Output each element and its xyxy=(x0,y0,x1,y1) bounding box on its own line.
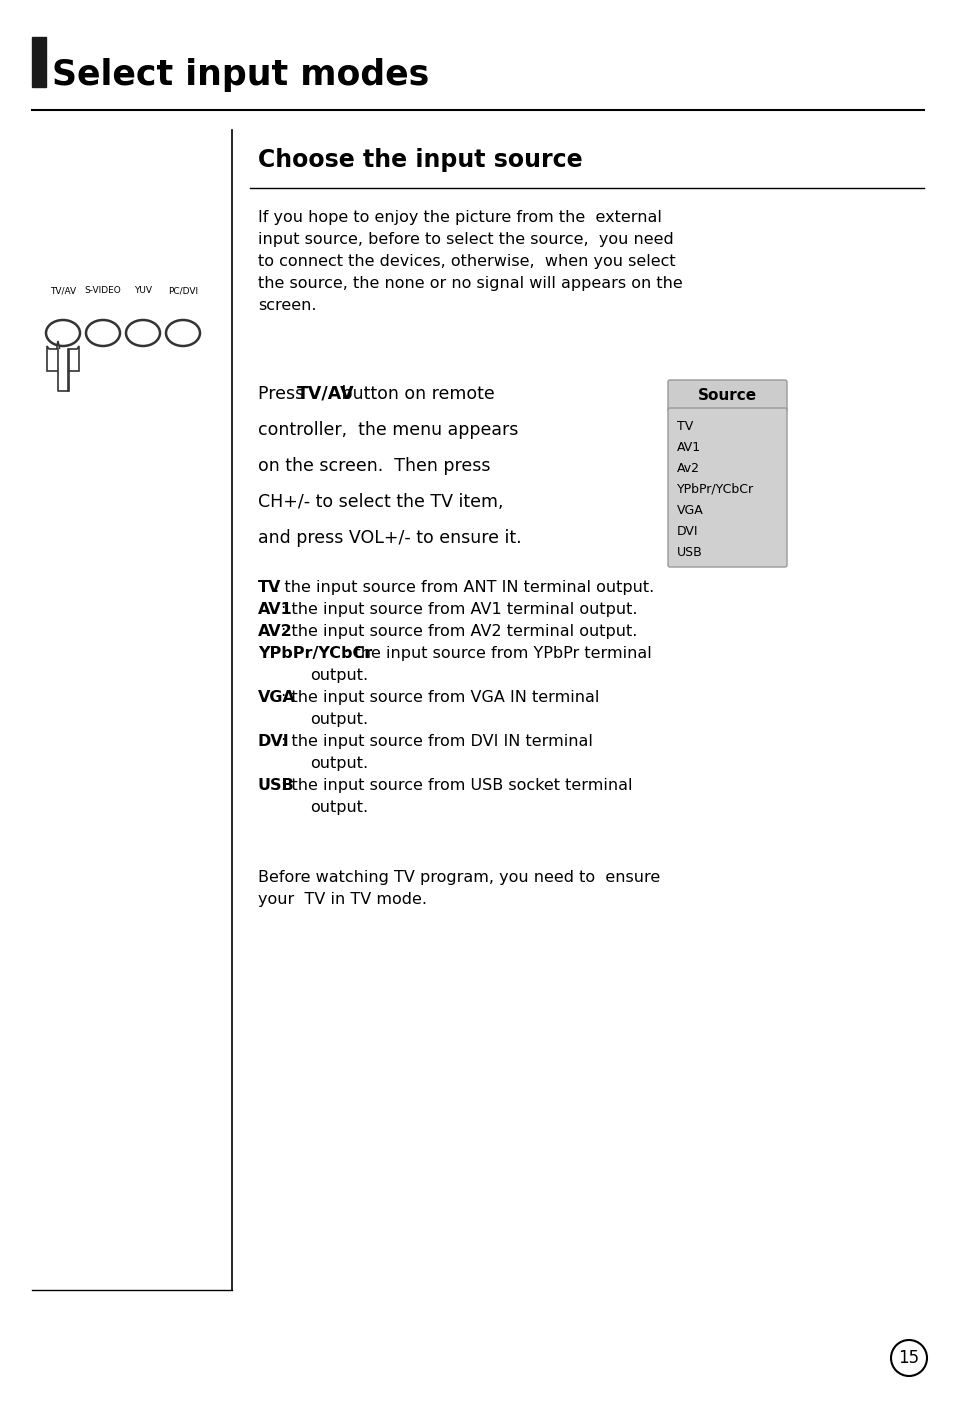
Text: CH+/- to select the TV item,: CH+/- to select the TV item, xyxy=(257,493,503,511)
Text: 15: 15 xyxy=(898,1349,919,1367)
Text: button on remote: button on remote xyxy=(335,385,495,403)
Text: screen.: screen. xyxy=(257,298,316,312)
Text: VGA: VGA xyxy=(257,691,295,705)
Text: USB: USB xyxy=(257,778,294,793)
Text: and press VOL+/- to ensure it.: and press VOL+/- to ensure it. xyxy=(257,530,521,546)
Text: YPbPr/YCbCr: YPbPr/YCbCr xyxy=(257,646,372,661)
Polygon shape xyxy=(58,349,68,391)
Circle shape xyxy=(890,1339,926,1376)
Text: to connect the devices, otherwise,  when you select: to connect the devices, otherwise, when … xyxy=(257,254,675,269)
Text: Choose the input source: Choose the input source xyxy=(257,149,582,172)
Text: : the input source from ANT IN terminal output.: : the input source from ANT IN terminal … xyxy=(274,580,653,595)
Text: YPbPr/YCbCr: YPbPr/YCbCr xyxy=(677,483,753,496)
Text: : the input source from USB socket terminal: : the input source from USB socket termi… xyxy=(281,778,632,793)
Text: : the input source from AV2 terminal output.: : the input source from AV2 terminal out… xyxy=(281,623,638,639)
Text: on the screen.  Then press: on the screen. Then press xyxy=(257,457,490,475)
Text: YUV: YUV xyxy=(133,286,152,296)
Text: Av2: Av2 xyxy=(677,462,700,475)
Text: : the input source from DVI IN terminal: : the input source from DVI IN terminal xyxy=(281,734,593,750)
Text: TV/AV: TV/AV xyxy=(296,385,355,403)
Text: Before watching TV program, you need to  ensure: Before watching TV program, you need to … xyxy=(257,870,659,885)
Text: Press: Press xyxy=(257,385,310,403)
Text: TV: TV xyxy=(257,580,281,595)
Text: AV1: AV1 xyxy=(257,602,293,616)
Text: TV/AV: TV/AV xyxy=(50,286,76,296)
Text: output.: output. xyxy=(310,757,368,771)
Text: output.: output. xyxy=(310,800,368,815)
Text: TV: TV xyxy=(677,420,693,433)
Text: : the input source from YPbPr terminal: : the input source from YPbPr terminal xyxy=(343,646,651,661)
Polygon shape xyxy=(47,340,79,391)
Text: S-VIDEO: S-VIDEO xyxy=(85,286,121,296)
FancyBboxPatch shape xyxy=(667,380,786,412)
Text: : the input source from AV1 terminal output.: : the input source from AV1 terminal out… xyxy=(281,602,638,616)
Text: the source, the none or no signal will appears on the: the source, the none or no signal will a… xyxy=(257,276,682,291)
Text: DVI: DVI xyxy=(677,525,698,538)
Text: Select input modes: Select input modes xyxy=(52,57,429,92)
Text: AV1: AV1 xyxy=(677,441,700,454)
Text: : the input source from VGA IN terminal: : the input source from VGA IN terminal xyxy=(281,691,599,705)
Text: AV2: AV2 xyxy=(257,623,293,639)
Text: USB: USB xyxy=(677,546,702,559)
Text: output.: output. xyxy=(310,712,368,727)
Text: controller,  the menu appears: controller, the menu appears xyxy=(257,420,517,439)
Text: input source, before to select the source,  you need: input source, before to select the sourc… xyxy=(257,233,673,247)
Text: output.: output. xyxy=(310,668,368,684)
FancyBboxPatch shape xyxy=(667,408,786,567)
Text: your  TV in TV mode.: your TV in TV mode. xyxy=(257,892,427,906)
Text: Source: Source xyxy=(698,388,757,403)
Text: DVI: DVI xyxy=(257,734,290,750)
Text: If you hope to enjoy the picture from the  external: If you hope to enjoy the picture from th… xyxy=(257,210,661,226)
Bar xyxy=(32,36,46,87)
Text: VGA: VGA xyxy=(677,504,703,517)
Text: PC/DVI: PC/DVI xyxy=(168,286,198,296)
